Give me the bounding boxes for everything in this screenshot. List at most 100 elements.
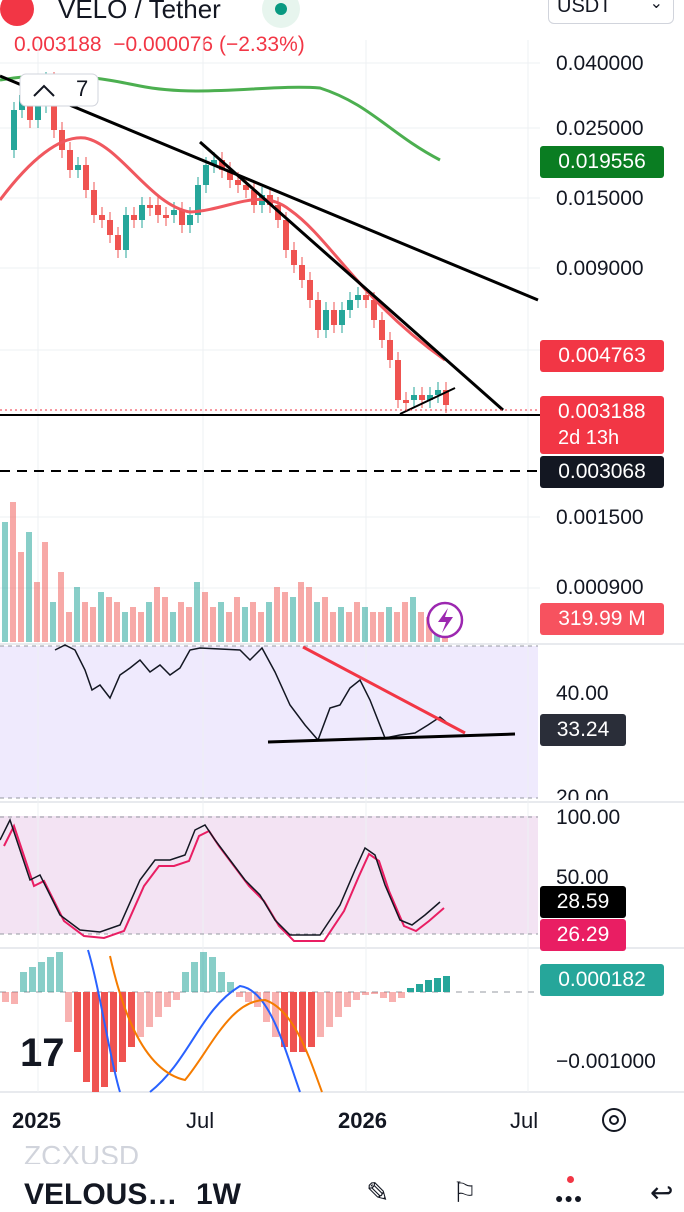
volume-bar (314, 602, 320, 642)
macd-histogram-bar (110, 992, 117, 1072)
stoch-pane-bg (0, 816, 538, 934)
volume-bar (34, 582, 40, 642)
candle-body (419, 395, 425, 400)
candle-body (203, 165, 209, 185)
volume-bar (186, 607, 192, 642)
drawing-tool-icon[interactable]: ✎ (366, 1177, 390, 1208)
candle-body (219, 160, 225, 170)
candle-body (155, 205, 161, 215)
tradingview-logo: 17 (20, 1031, 65, 1075)
macd-histogram-bar (308, 992, 315, 1047)
back-arrow-icon[interactable]: ↩ (650, 1177, 674, 1208)
volume-bar (130, 607, 136, 642)
macd-histogram-bar (272, 992, 279, 1037)
macd-histogram-bar (20, 972, 27, 992)
volume-bar (42, 542, 48, 642)
candle-body (307, 280, 313, 300)
price-tick: 0.040000 (556, 52, 644, 75)
volume-bar (2, 522, 8, 642)
volume-bar (338, 607, 344, 642)
candle-body (355, 295, 361, 300)
macd-histogram-bar (236, 992, 243, 997)
candle-body (243, 185, 249, 190)
macd-tick: −0.001000 (556, 1050, 656, 1073)
macd-histogram-bar (425, 980, 432, 992)
candle-body (403, 400, 409, 403)
macd-histogram-bar (227, 982, 234, 992)
more-menu-icon[interactable]: ●●● (555, 1176, 582, 1206)
volume-bar (162, 597, 168, 642)
volume-bar (26, 532, 32, 642)
trendline-long (0, 74, 539, 302)
candle-body (179, 210, 185, 225)
volume-bar (50, 602, 56, 642)
candle-body (59, 130, 65, 150)
macd-histogram-bar (290, 992, 297, 1052)
last-price-tag: 0.003188 2d 13h (540, 396, 664, 454)
price-tick: 0.000900 (556, 576, 644, 599)
macd-histogram-bar (299, 992, 306, 1052)
volume-bar (170, 612, 176, 642)
candle-body (331, 310, 337, 325)
rsi-tick: 40.00 (556, 682, 609, 705)
volume-bar (218, 602, 224, 642)
macd-histogram-bar (353, 992, 360, 1000)
candle-body (147, 205, 153, 208)
candle-body (211, 160, 217, 165)
candle-body (107, 220, 113, 235)
candle-body (11, 110, 17, 150)
macd-histogram-bar (416, 984, 423, 992)
macd-histogram-bar (254, 992, 261, 1007)
macd-histogram-bar (137, 992, 144, 1037)
volume-bar (322, 597, 328, 642)
price-change-line: 0.003188 −0.000076 (−2.33%) (14, 33, 305, 56)
macd-histogram-bar (281, 992, 288, 1047)
symbol-history-faded: ZCXUSD (24, 1140, 140, 1164)
volume-bar (362, 607, 368, 642)
macd-histogram-bar (434, 978, 441, 992)
macd-histogram-bar (344, 992, 351, 1007)
chart-style-icon[interactable]: ⚐ (452, 1177, 478, 1208)
volume-bar (18, 552, 24, 642)
ma-red-line (0, 136, 446, 362)
candle-body (291, 250, 297, 265)
price-tick: 0.025000 (556, 117, 644, 140)
currency-label: USDT (557, 0, 612, 17)
last-price-value: 0.003188 (558, 400, 646, 423)
candle-body (427, 395, 433, 400)
macd-histogram-bar (101, 992, 108, 1087)
macd-histogram-bar (128, 992, 135, 1047)
macd-histogram-bar (362, 992, 369, 995)
volume-tag: 319.99 M (540, 603, 664, 635)
volume-bar (146, 602, 152, 642)
footer-interval[interactable]: 1W (196, 1178, 241, 1211)
pair-title: VELO / Tether (58, 0, 221, 24)
volume-bar (418, 612, 424, 642)
footer-symbol[interactable]: VELOUS… (24, 1178, 178, 1211)
macd-histogram-bar (29, 967, 36, 992)
candle-body (195, 185, 201, 215)
volume-bar (354, 602, 360, 642)
volume-bar (82, 602, 88, 642)
indicator-count[interactable]: 7 (76, 76, 89, 101)
currency-select[interactable]: USDT ⌄ (548, 0, 674, 24)
candle-body (163, 215, 169, 218)
ma-green-tag: 0.019556 (540, 146, 664, 178)
volume-bar (114, 602, 120, 642)
candle-body (379, 320, 385, 340)
stoch-k-tag: 28.59 (540, 886, 626, 918)
macd-histogram-bar (389, 992, 396, 1002)
macd-histogram-bar (92, 992, 99, 1092)
macd-histogram-bar (191, 962, 198, 992)
time-tick: Jul (186, 1108, 215, 1133)
candle-body (115, 235, 121, 250)
volume-bar (250, 602, 256, 642)
macd-histogram (2, 952, 450, 1092)
volume-bar (226, 612, 232, 642)
trendline-base (399, 387, 456, 415)
volume-bar (370, 612, 376, 642)
stoch-d-tag: 26.29 (540, 919, 626, 951)
volume-bar (402, 602, 408, 642)
candle-body (67, 150, 73, 170)
